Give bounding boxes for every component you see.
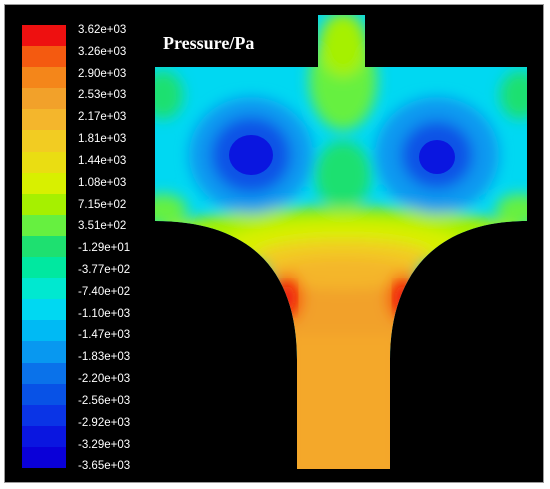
legend-swatch [22,151,66,174]
legend-tick-label: 3.62e+03 [78,24,127,36]
legend-tick-label: 1.44e+03 [78,154,127,167]
legend-swatch [22,320,66,342]
color-legend [22,25,66,469]
legend-tick-label: -1.29e+01 [78,242,131,255]
legend-tick-label: 1.81e+03 [78,133,127,146]
legend-tick-label: -1.83e+03 [78,351,131,364]
legend-swatch [22,299,66,321]
legend-swatch [22,67,66,89]
legend-swatch [22,130,66,153]
legend-swatch [22,235,66,258]
legend-swatch [22,46,66,68]
legend-swatch [22,193,66,216]
legend-swatch [22,341,66,364]
legend-swatch [22,214,66,237]
legend-tick-label: 2.17e+03 [78,111,127,124]
legend-tick-label: -3.77e+02 [78,263,131,276]
legend-tick-label: -1.10e+03 [78,307,131,320]
legend-tick-label: 3.26e+03 [78,45,127,58]
plot-title: Pressure/Pa [163,33,255,53]
legend-tick-label: -1.47e+03 [78,329,131,342]
legend-tick-label: 7.15e+02 [78,198,127,211]
legend-tick-label: -7.40e+02 [78,285,131,298]
legend-swatch [22,109,66,131]
fluid-domain [155,15,527,469]
figure-frame: 3.62e+03 3.26e+03 2.90e+03 2.53e+03 2.17e+03… [4,4,544,483]
legend-swatch [22,362,66,385]
legend-swatch [22,383,66,406]
legend-tick-label: -3.65e+03 [78,460,131,473]
legend-tick-label: -2.56e+03 [78,394,131,407]
legend-tick-label: 2.90e+03 [78,67,127,80]
legend-tick-label: 3.51e+02 [78,220,127,233]
legend-swatch [22,278,66,300]
legend-swatch [22,404,66,427]
legend-tick-label: 1.08e+03 [78,176,127,189]
legend-swatch [22,88,66,110]
legend-swatch [22,446,66,469]
legend-tick-label: 2.53e+03 [78,89,127,102]
legend-swatch [22,172,66,195]
legend-tick-label: -2.20e+03 [78,373,131,386]
pressure-contour-plot [155,15,527,469]
legend-swatch [22,25,66,47]
legend-tick-label: -2.92e+03 [78,416,131,429]
legend-swatch [22,425,66,448]
legend-tick-label: -3.29e+03 [78,438,131,451]
legend-swatch [22,257,66,279]
